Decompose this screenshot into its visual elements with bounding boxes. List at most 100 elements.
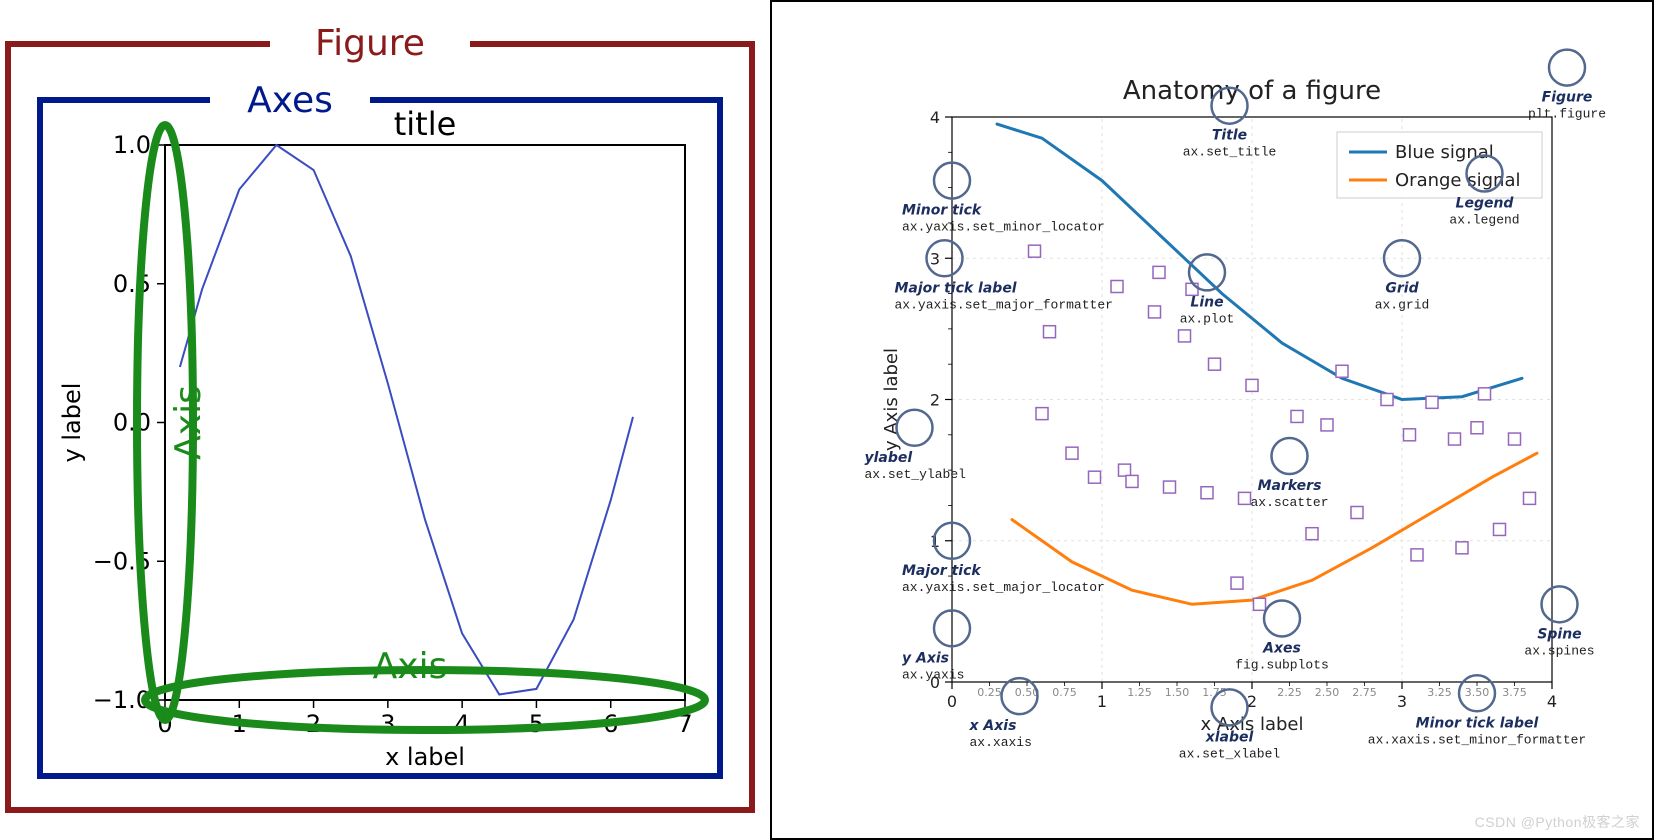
left-figure-diagram: FigureAxes01234567−1.0−0.50.00.51.0title… [0, 0, 760, 836]
right-svg: 01234012340.250.500.751.251.501.752.252.… [772, 2, 1648, 834]
ytick-label: 0.5 [113, 270, 151, 298]
annotation-bold-line_a: Line [1190, 294, 1223, 310]
scatter-marker [1239, 492, 1251, 504]
annotation-bold-majtick: Major tick [902, 563, 982, 579]
scatter-marker [1381, 394, 1393, 406]
scatter-marker [1306, 528, 1318, 540]
scatter-marker [1029, 245, 1041, 257]
scatter-marker [1089, 471, 1101, 483]
scatter-marker [1254, 598, 1266, 610]
scatter-marker [1426, 396, 1438, 408]
xtick-major-label: 3 [1397, 692, 1407, 711]
xtick-minor-label: 3.25 [1427, 686, 1452, 699]
right-anatomy-diagram: 01234012340.250.500.751.251.501.752.252.… [770, 0, 1654, 840]
annotation-bold-xlabel_a: xlabel [1205, 729, 1254, 745]
annotation-code-majlbl: ax.yaxis.set_major_formatter [895, 297, 1113, 312]
xtick-major-label: 0 [947, 692, 957, 711]
annotation-code-title_a: ax.set_title [1183, 145, 1277, 160]
xtick-minor-label: 0.75 [1052, 686, 1077, 699]
plot-title: title [394, 105, 457, 143]
annotation-code-grid_a: ax.grid [1375, 297, 1430, 312]
annotation-code-legend_a: ax.legend [1449, 213, 1519, 228]
annotation-circle-figure_a [1549, 50, 1585, 86]
scatter-marker [1231, 577, 1243, 589]
ylabel: y label [58, 383, 86, 463]
xtick-major-label: 4 [1547, 692, 1557, 711]
annotation-circle-line_a [1189, 254, 1225, 290]
scatter-marker [1209, 358, 1221, 370]
annotation-bold-spine_a: Spine [1537, 626, 1581, 642]
ytick-major-label: 2 [930, 391, 940, 410]
plot-spines [165, 145, 685, 700]
xtick-minor-label: 1.25 [1127, 686, 1152, 699]
annotation-circle-spine_a [1542, 586, 1578, 622]
annotation-bold-markers_a: Markers [1258, 478, 1322, 494]
scatter-marker [1291, 410, 1303, 422]
axes-label: Axes [247, 80, 333, 121]
annotation-bold-title_a: Title [1212, 128, 1247, 144]
annotation-code-spine_a: ax.spines [1524, 643, 1594, 658]
annotation-bold-axes_a: Axes [1262, 640, 1301, 656]
scatter-marker [1201, 487, 1213, 499]
scatter-marker [1336, 365, 1348, 377]
scatter-marker [1411, 549, 1423, 561]
xtick-minor-label: 3.50 [1465, 686, 1490, 699]
annotation-code-line_a: ax.plot [1180, 311, 1235, 326]
annotation-code-markers_a: ax.scatter [1250, 495, 1328, 510]
axis-label-x: Axis [373, 646, 448, 687]
ytick-major-label: 4 [930, 108, 940, 127]
scatter-marker [1153, 266, 1165, 278]
axis-label-y: Axis [168, 385, 209, 460]
annotation-circle-axes_a [1264, 600, 1300, 636]
xtick-minor-label: 3.75 [1502, 686, 1527, 699]
annotation-bold-figure_a: Figure [1542, 90, 1593, 106]
scatter-marker [1149, 306, 1161, 318]
xtick-minor-label: 2.25 [1277, 686, 1302, 699]
annotation-bold-ylabel_a: ylabel [865, 450, 913, 466]
annotation-code-majtick: ax.yaxis.set_major_locator [902, 580, 1105, 595]
scatter-marker [1494, 523, 1506, 535]
scatter-marker [1524, 492, 1536, 504]
annotation-bold-mintlbl: Minor tick label [1416, 715, 1539, 731]
scatter-marker [1066, 447, 1078, 459]
xlabel: x label [385, 743, 465, 771]
scatter-marker [1321, 419, 1333, 431]
scatter-marker [1179, 330, 1191, 342]
scatter-marker [1164, 481, 1176, 493]
ytick-label: 1.0 [113, 131, 151, 159]
annotation-code-yaxis_a: ax.yaxis [902, 667, 964, 682]
annotation-code-minortick: ax.yaxis.set_minor_locator [902, 220, 1105, 235]
xtick-minor-label: 0.25 [977, 686, 1002, 699]
annotation-code-mintlbl: ax.xaxis.set_minor_formatter [1368, 732, 1586, 747]
scatter-marker [1449, 433, 1461, 445]
annotation-code-xlabel_a: ax.set_xlabel [1179, 746, 1281, 761]
scatter-marker [1509, 433, 1521, 445]
annotation-bold-legend_a: Legend [1456, 196, 1515, 212]
scatter-marker [1036, 408, 1048, 420]
ytick-label: 0.0 [113, 409, 151, 437]
annotation-bold-majlbl: Major tick label [895, 280, 1017, 296]
scatter-marker [1044, 326, 1056, 338]
legend: Blue signalOrange signal [1337, 132, 1542, 198]
xtick-minor-label: 2.50 [1315, 686, 1340, 699]
xtick-major-label: 1 [1097, 692, 1107, 711]
scatter-marker [1246, 379, 1258, 391]
annotation-bold-grid_a: Grid [1385, 280, 1419, 296]
scatter-marker [1111, 281, 1123, 293]
figure-label: Figure [315, 23, 425, 64]
scatter-marker [1351, 507, 1363, 519]
annotation-bold-xaxis_a: x Axis [969, 718, 1017, 734]
ytick-major-label: 3 [930, 249, 940, 268]
left-svg: FigureAxes01234567−1.0−0.50.00.51.0title… [0, 0, 760, 836]
plot-title: Anatomy of a figure [1123, 76, 1381, 106]
sine-line [180, 145, 633, 695]
scatter-marker [1126, 475, 1138, 487]
annotation-code-figure_a: plt.figure [1528, 107, 1606, 122]
annotation-bold-yaxis_a: y Axis [902, 650, 949, 666]
annotation-code-xaxis_a: ax.xaxis [970, 735, 1032, 750]
annotation-code-ylabel_a: ax.set_ylabel [865, 467, 967, 482]
scatter-marker [1404, 429, 1416, 441]
annotation-bold-minortick: Minor tick [902, 203, 983, 219]
xtick-minor-label: 2.75 [1352, 686, 1377, 699]
scatter-marker [1479, 388, 1491, 400]
